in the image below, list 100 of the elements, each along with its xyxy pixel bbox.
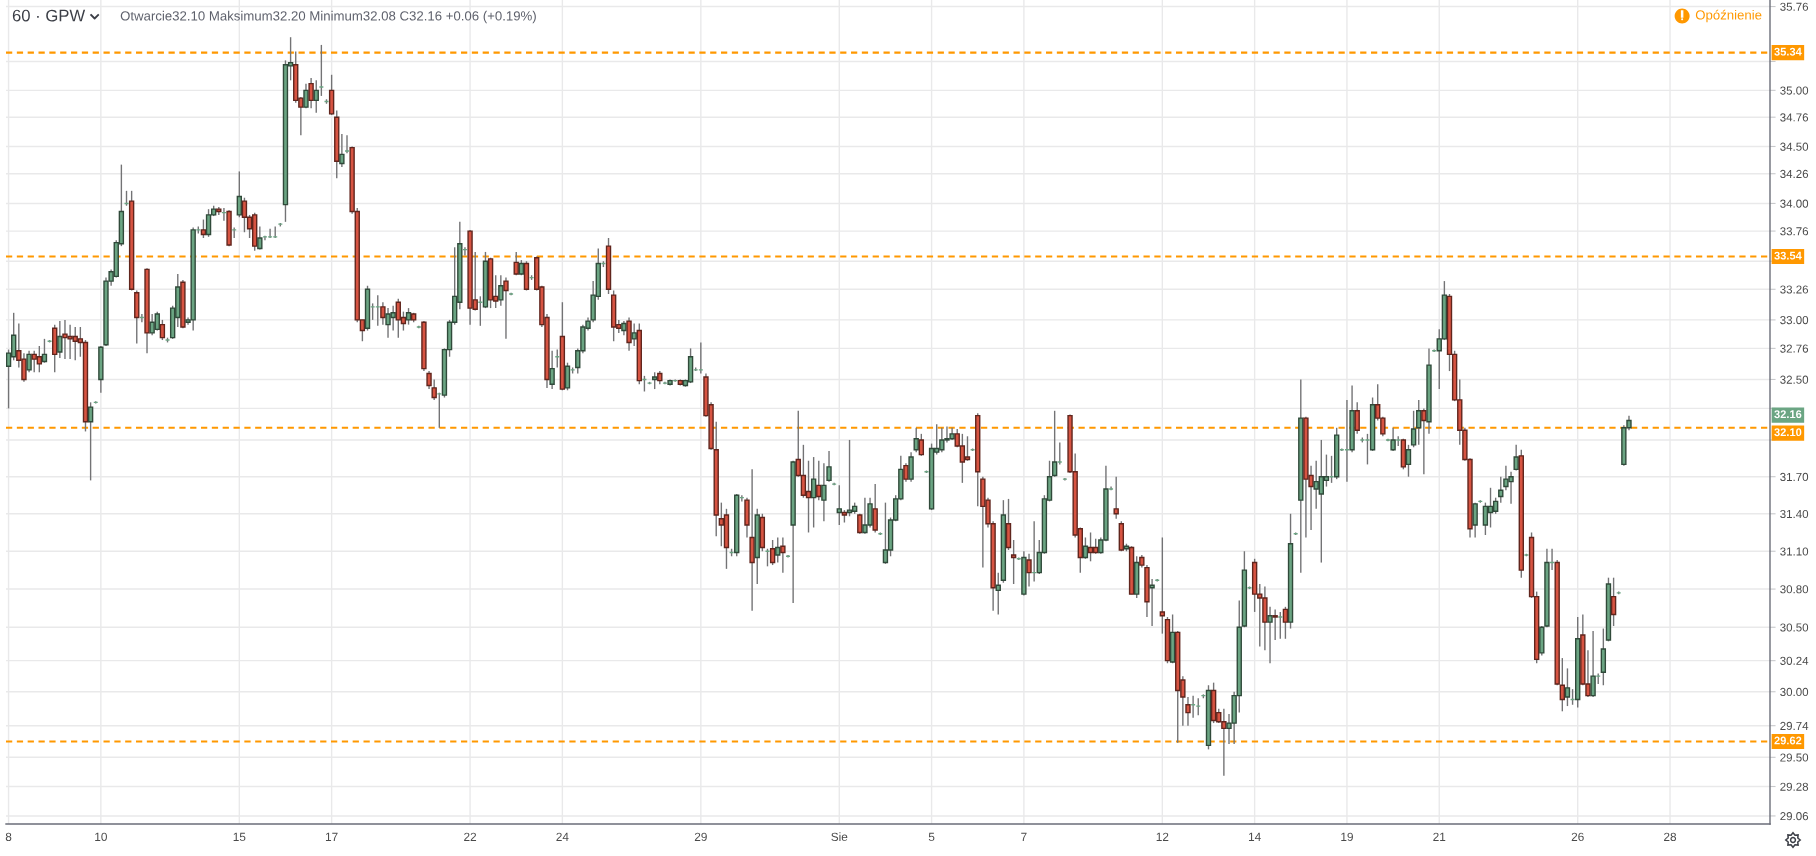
candlestick [1082, 536, 1089, 560]
candlestick [205, 208, 212, 238]
candlestick [872, 483, 878, 534]
candlestick [200, 218, 207, 239]
candlestick [800, 444, 807, 499]
candlestick [1354, 401, 1360, 435]
candlestick [1390, 427, 1396, 452]
candlestick [159, 319, 166, 341]
candlestick [836, 484, 842, 526]
x-tick-label: 10 [95, 832, 107, 841]
y-tick-label: 29.74 [1780, 721, 1809, 730]
x-tick-label: 8 [5, 832, 12, 841]
candlestick [1405, 444, 1412, 478]
candlestick [1590, 630, 1596, 698]
y-tick-label: 33.76 [1780, 227, 1809, 236]
x-tick-label: 22 [464, 832, 477, 841]
candlestick [1487, 487, 1494, 529]
x-tick-label: 19 [1341, 832, 1353, 841]
candlestick [339, 133, 345, 168]
candlestick [1421, 407, 1427, 475]
candlestick [41, 338, 48, 364]
candlestick [816, 460, 822, 501]
candlestick [1159, 536, 1166, 635]
candlestick [769, 539, 776, 566]
x-tick-label: 7 [1021, 832, 1027, 841]
text: Otwarcie32.10 Maksimum32.20 Minimum32.08 C32.16 +0.06 (+0.19%) [120, 10, 536, 24]
text: 32.16 [1774, 410, 1802, 419]
candlestick [1010, 539, 1017, 585]
candlestick [236, 170, 243, 218]
candlestick [882, 501, 889, 565]
y-tick-label: 33.26 [1780, 285, 1809, 294]
candlestick [1482, 501, 1489, 536]
candlestick [959, 433, 966, 484]
x-tick-label: 15 [233, 832, 246, 841]
y-tick-label: 31.40 [1780, 509, 1809, 519]
candlestick [1416, 399, 1422, 446]
ref-line-label: 32.10 [1774, 428, 1802, 437]
y-tick-label: 30.80 [1780, 585, 1809, 594]
x-tick-label: 21 [1433, 832, 1446, 841]
candlestick [1513, 444, 1519, 472]
x-tick-label: 29 [694, 832, 707, 841]
candlestick [303, 82, 309, 109]
candlestick [918, 433, 925, 457]
candlestick [1149, 578, 1155, 627]
candlestick [257, 225, 263, 251]
x-tick-label: 14 [1248, 832, 1261, 841]
candlestick [1267, 606, 1273, 664]
candlestick [308, 77, 314, 109]
candlestick [1564, 667, 1571, 707]
x-tick-label: Sie [831, 832, 848, 841]
candlestick [1113, 476, 1119, 520]
candlestick [87, 401, 94, 482]
y-tick-label: 35.76 [1780, 2, 1809, 11]
candlestick [57, 320, 63, 359]
candlestick [313, 79, 319, 114]
candlestick [995, 571, 1001, 616]
candlestick [1051, 410, 1058, 478]
candlestick [1272, 608, 1278, 641]
candlestick [775, 536, 781, 564]
candlestick [964, 435, 971, 462]
y-tick-label: 29.06 [1780, 812, 1809, 821]
ref-line-label: 35.34 [1774, 47, 1802, 56]
y-tick-label: 34.00 [1780, 199, 1809, 208]
y-tick-label: 31.70 [1780, 472, 1809, 481]
y-tick-label: 34.26 [1780, 169, 1809, 179]
y-tick-label: 32.50 [1780, 375, 1809, 384]
y-tick-label: 33.00 [1780, 316, 1809, 325]
candlestick [718, 501, 725, 547]
candlestick [503, 276, 509, 340]
x-tick-label: 5 [928, 832, 935, 841]
candlestick [1005, 498, 1012, 551]
candlestick [564, 362, 571, 391]
candlestick [846, 439, 853, 517]
candlestick [328, 74, 335, 116]
candlestick [908, 451, 914, 483]
y-tick-label: 34.76 [1780, 113, 1809, 122]
candlestick [631, 322, 637, 347]
x-tick-label: 26 [1571, 832, 1584, 841]
ref-line-label: 29.62 [1774, 736, 1802, 745]
candlestick [1559, 657, 1566, 712]
y-tick-label: 34.50 [1780, 142, 1809, 151]
y-tick-label: 30.00 [1780, 687, 1809, 697]
candlestick [241, 197, 248, 233]
x-tick-label: 28 [1664, 832, 1677, 841]
ref-line-label: 33.54 [1774, 251, 1802, 260]
candlestick [1600, 627, 1607, 686]
candlestick [626, 316, 632, 352]
x-tick-label: 24 [556, 832, 569, 841]
candlestick [810, 456, 817, 529]
x-tick-label: 17 [325, 832, 338, 841]
candlestick [1498, 476, 1504, 504]
candlestick [1610, 576, 1617, 627]
candlestick [1472, 501, 1478, 539]
candlestick [36, 345, 43, 373]
chart-title: 60 · GPW [12, 9, 86, 22]
y-tick-label: 32.76 [1780, 344, 1809, 353]
candlestick [1410, 410, 1417, 448]
y-tick-label: 35.00 [1780, 86, 1809, 95]
annotation: Opóźnienie [1695, 9, 1762, 23]
candlestick [780, 536, 786, 574]
